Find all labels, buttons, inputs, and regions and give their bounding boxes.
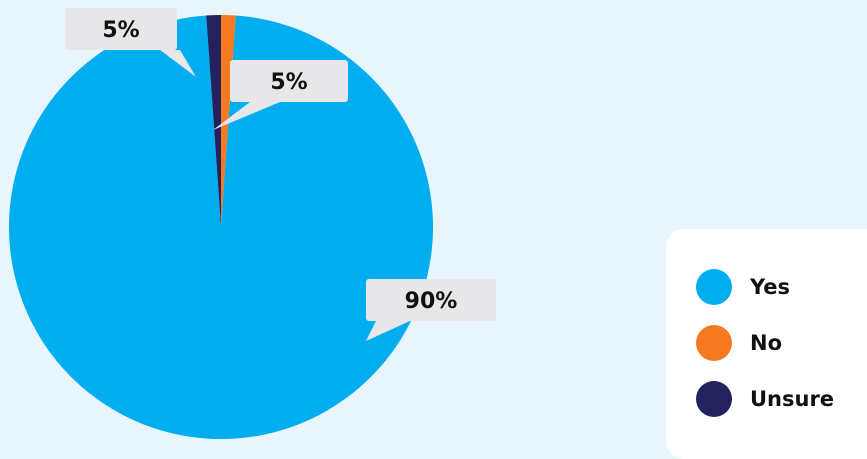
callout-box bbox=[65, 8, 177, 50]
legend-swatch-unsure bbox=[696, 381, 732, 417]
data-label-unsure: 5% bbox=[65, 8, 196, 77]
legend-swatch-no bbox=[696, 325, 732, 361]
legend: Yes No Unsure bbox=[666, 229, 867, 459]
callout-box bbox=[366, 279, 496, 321]
legend-item-unsure: Unsure bbox=[696, 381, 834, 417]
pie-slice-yes bbox=[8, 15, 434, 440]
legend-label-yes: Yes bbox=[750, 275, 791, 299]
legend-item-no: No bbox=[696, 325, 782, 361]
callout-pointer bbox=[160, 50, 196, 77]
pie-slice-unsure bbox=[206, 15, 221, 227]
data-label-yes: 90% bbox=[366, 279, 496, 341]
chart-area: 90% 5% 5% bbox=[8, 8, 496, 440]
pie-chart: 90% 5% 5% bbox=[8, 8, 496, 440]
data-label-text: 90% bbox=[405, 289, 458, 314]
callout-box bbox=[230, 60, 348, 102]
legend-label-unsure: Unsure bbox=[750, 387, 835, 411]
data-label-text: 5% bbox=[270, 70, 307, 95]
callout-pointer bbox=[213, 102, 280, 130]
legend-item-yes: Yes bbox=[696, 269, 790, 305]
data-label-text: 5% bbox=[102, 18, 139, 43]
legend-label-no: No bbox=[750, 331, 783, 355]
data-label-no: 5% bbox=[213, 60, 348, 130]
legend-swatch-yes bbox=[696, 269, 732, 305]
callout-pointer bbox=[366, 321, 410, 341]
